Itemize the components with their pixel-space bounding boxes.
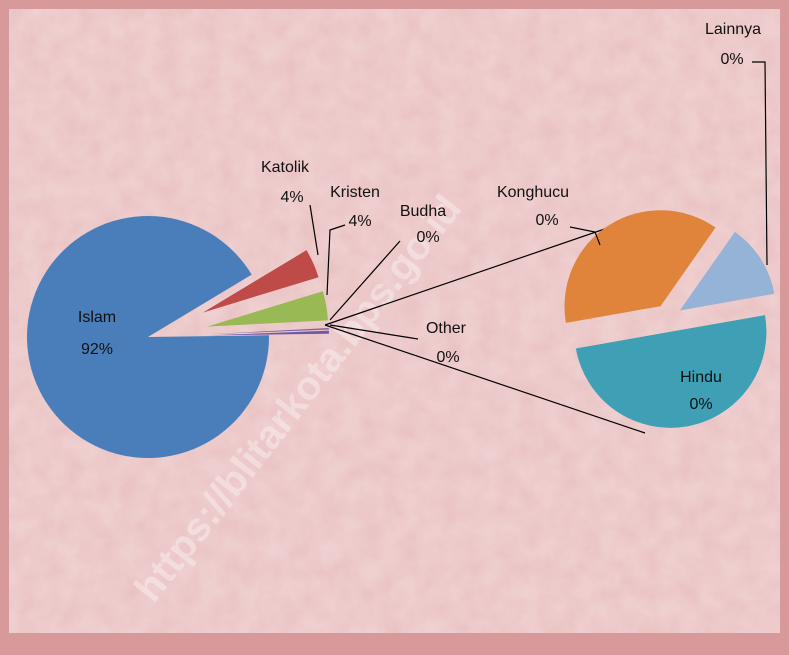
leader-line [309,204,319,256]
data-label-value: 4% [280,189,303,206]
data-label-name: Konghucu [497,184,569,201]
data-label-value: 0% [535,212,558,229]
leader-line [326,224,346,296]
pie-slice [26,216,270,458]
data-label-value: 0% [416,229,439,246]
leader-line [329,324,419,340]
pie-slice [575,315,767,428]
pie-slice [207,291,328,327]
data-label-value: 0% [720,51,743,68]
connector-line [324,324,646,434]
pie-slice [207,328,329,335]
pie-slice [207,330,329,336]
data-label-name: Lainnya [705,21,761,38]
data-label-name: Budha [400,203,446,220]
pie-slice [202,250,319,313]
data-label-value: 0% [436,349,459,366]
leader-line [569,226,601,246]
data-label-value: 92% [81,341,113,358]
data-label-name: Other [426,320,467,337]
pie-slice [564,210,716,323]
data-label-name: Islam [78,309,116,326]
leader-line [752,61,768,266]
data-label-value: 0% [689,396,712,413]
data-label-name: Hindu [680,369,722,386]
connector-line [324,221,626,326]
data-label-name: Katolik [261,159,310,176]
pie-slice [679,231,775,311]
leader-line [329,240,401,321]
data-label-name: Kristen [330,184,380,201]
data-label-value: 4% [348,213,371,230]
